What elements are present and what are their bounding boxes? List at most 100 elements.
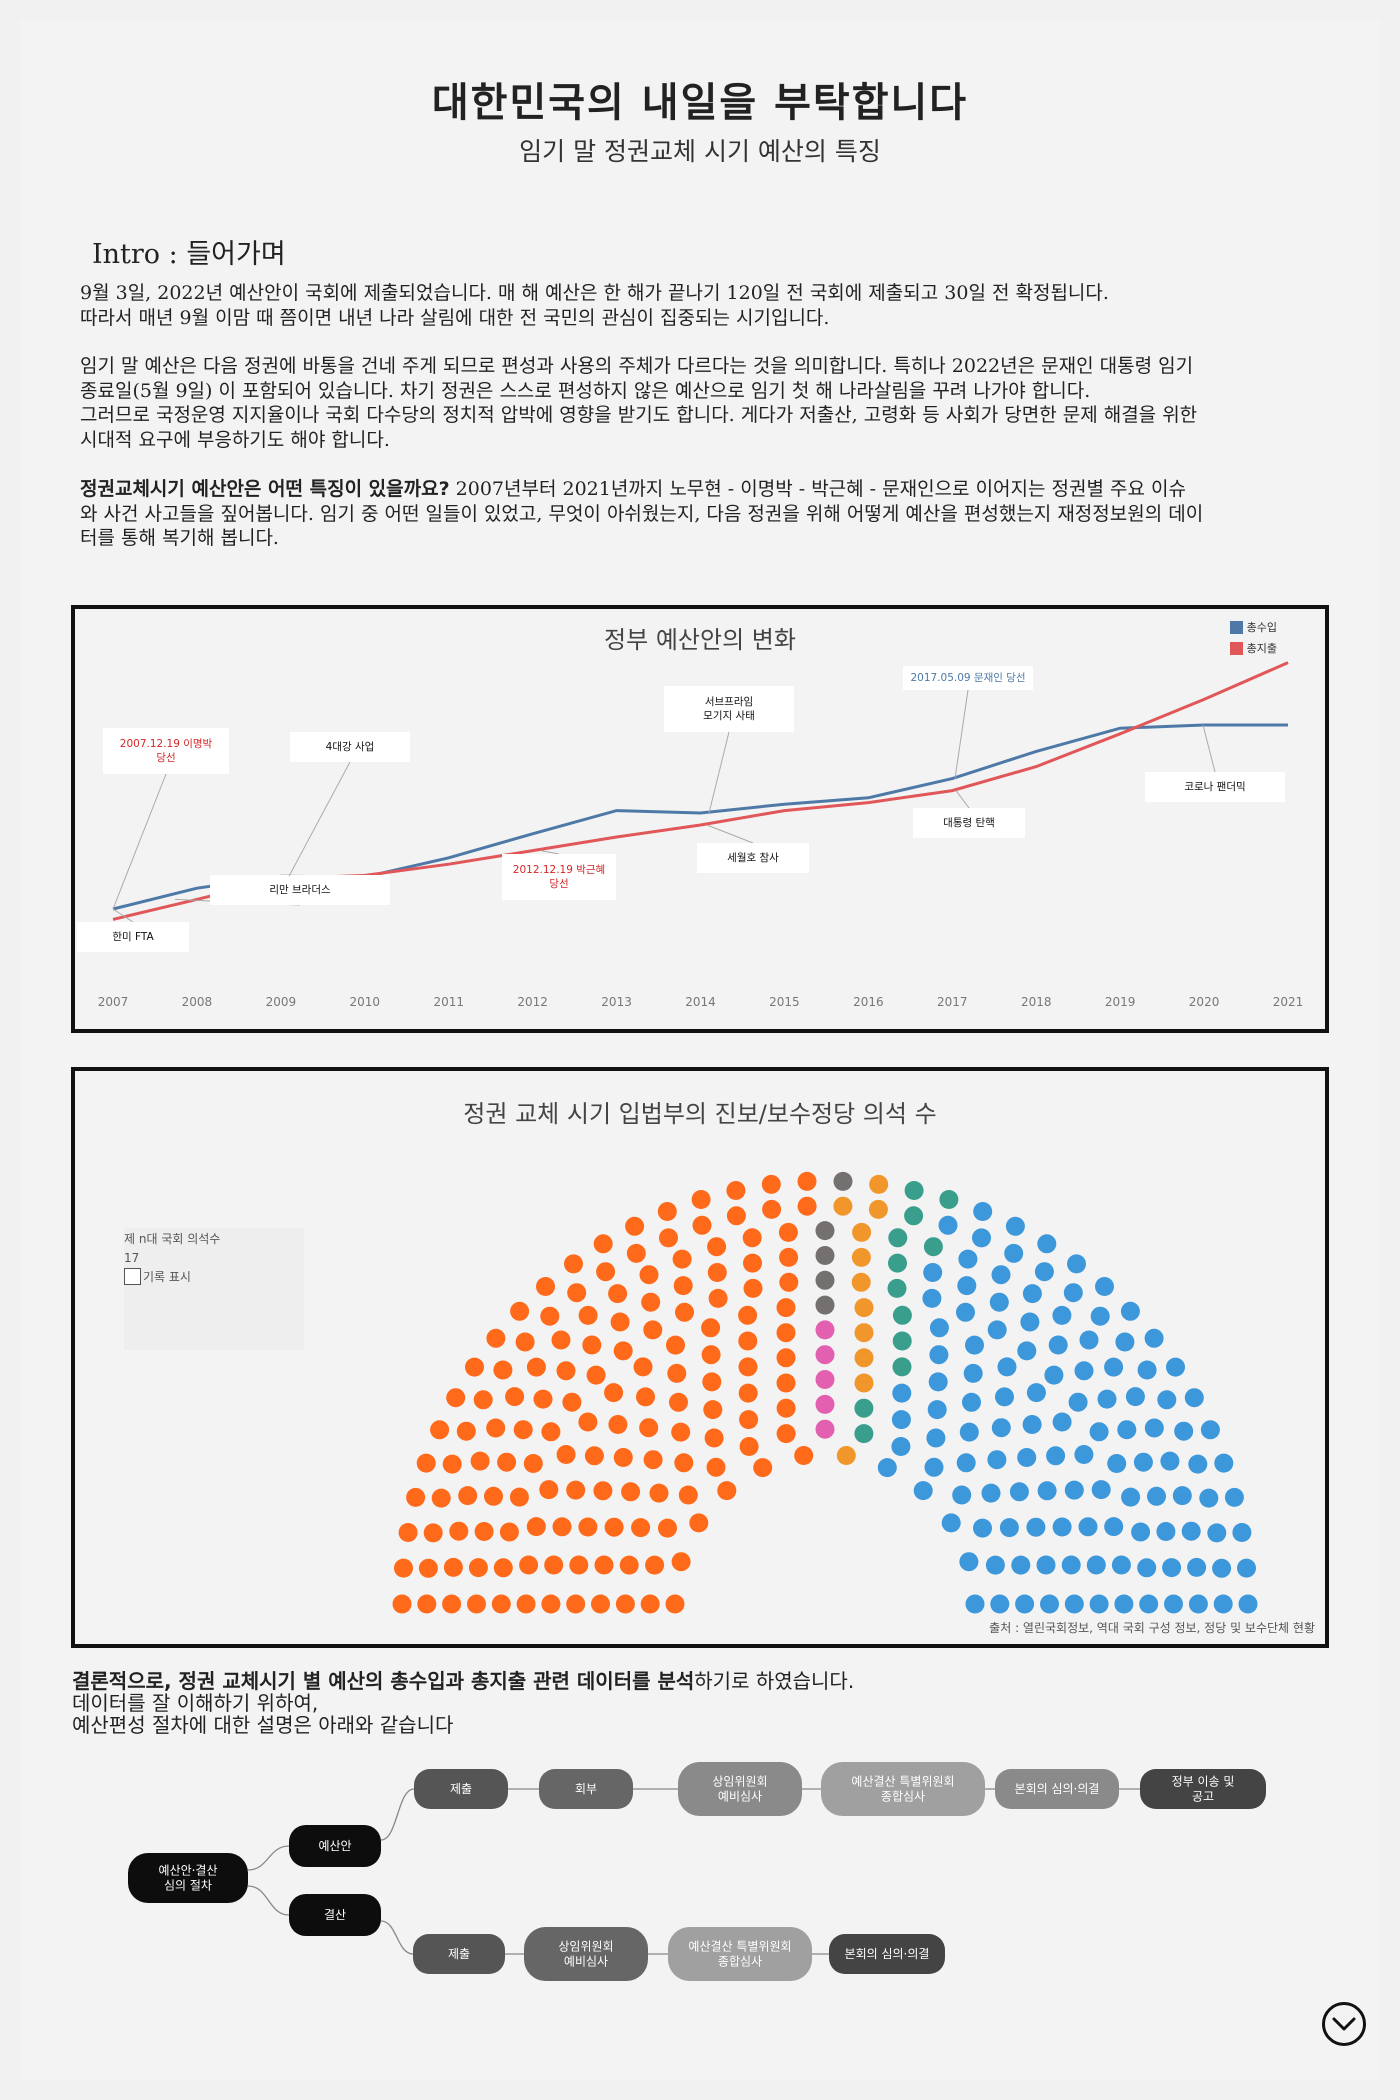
flow-budget-step-shape: [821, 1762, 985, 1816]
scroll-down-button[interactable]: [1322, 2002, 1366, 2046]
seat-dot: [625, 1216, 645, 1236]
seat-dot: [997, 1357, 1017, 1377]
seat-dot: [815, 1320, 835, 1340]
seat-dot: [465, 1357, 484, 1377]
annotation-label: 코로나 팬더믹: [1184, 781, 1245, 793]
flow-budget-step-shape: [995, 1769, 1119, 1809]
seat-dot: [567, 1283, 587, 1303]
connector-settlement: [247, 1885, 290, 1916]
seat-dot: [926, 1428, 946, 1448]
seat-dot: [1104, 1357, 1124, 1377]
annotation-leader: [112, 908, 134, 923]
flow-budget-node-shape: [289, 1825, 381, 1867]
seat-dot: [1086, 1555, 1106, 1575]
seat-dot: [578, 1305, 598, 1325]
seat-dot: [515, 1332, 535, 1352]
budget-legend: 총수입 총지출: [1229, 619, 1277, 656]
seat-dot: [1011, 1555, 1031, 1575]
seat-dot: [591, 1594, 610, 1614]
flow-budget-step-shape: [539, 1769, 633, 1809]
seat-dot: [645, 1555, 665, 1575]
seat-dot: [923, 1263, 943, 1282]
seat-dot: [423, 1523, 443, 1543]
seat-dot: [658, 1518, 677, 1538]
seat-dot: [493, 1360, 513, 1380]
seat-dot: [1020, 1312, 1040, 1332]
seat-dot: [888, 1228, 908, 1248]
seat-dot: [1174, 1421, 1194, 1441]
assembly-filter-value[interactable]: 17: [124, 1251, 140, 1265]
seat-dot: [1063, 1283, 1083, 1303]
seat-dot: [869, 1174, 889, 1194]
seat-dot: [851, 1247, 871, 1267]
seat-dot: [526, 1517, 546, 1537]
seat-dot: [1188, 1454, 1208, 1474]
seat-dot: [1097, 1389, 1117, 1409]
history-checkbox-label: 기록 표시: [143, 1270, 191, 1284]
seat-dot: [1115, 1332, 1135, 1352]
parliament-source: 출처 : 열린국회정보, 역대 국회 구성 정보, 정당 및 보수단체 현황: [989, 1621, 1315, 1635]
seat-dot: [797, 1171, 817, 1191]
seat-dot: [442, 1594, 462, 1614]
seat-dot: [987, 1450, 1007, 1470]
connector-settle-submit: [380, 1920, 414, 1955]
seat-dot: [1022, 1284, 1042, 1304]
flow-budget-node-label: 예산안: [318, 1839, 351, 1853]
seat-dot: [742, 1228, 762, 1248]
seat-dot: [1156, 1522, 1176, 1541]
seat-dot: [398, 1523, 418, 1542]
conclusion-text: 결론적으로, 정권 교체시기 별 예산의 총수입과 총지출 관련 데이터를 분석…: [72, 1670, 854, 1736]
seat-dot: [1044, 1365, 1064, 1385]
seat-dot: [615, 1594, 635, 1614]
seat-dot: [631, 1518, 651, 1538]
seat-dot: [985, 1555, 1005, 1575]
seat-dot: [738, 1357, 758, 1377]
legend-item-expense: 총지출: [1229, 640, 1277, 656]
seat-dot: [892, 1357, 912, 1377]
annotation-label: 서브프라임 모기지 사태: [703, 695, 755, 722]
history-checkbox[interactable]: [124, 1268, 141, 1285]
x-tick-label: 2018: [1021, 995, 1052, 1009]
seat-dot: [904, 1206, 924, 1226]
seat-dot: [470, 1451, 490, 1471]
flow-root-node-shape: [128, 1853, 248, 1903]
seat-dot: [540, 1306, 560, 1326]
seat-dot: [458, 1486, 478, 1506]
annotation-box: [103, 728, 229, 774]
x-tick-label: 2019: [1105, 995, 1136, 1009]
seat-dot: [1107, 1454, 1127, 1473]
seat-dot: [1117, 1420, 1137, 1440]
annotation-box: [664, 686, 794, 732]
history-toggle[interactable]: 기록 표시: [124, 1268, 304, 1285]
seat-dot: [892, 1383, 912, 1403]
x-tick-label: 2008: [182, 995, 213, 1009]
seat-dot: [1061, 1555, 1081, 1575]
seat-dot: [888, 1253, 907, 1273]
legend-item-income: 총수입: [1229, 619, 1277, 635]
annotation-leader: [706, 824, 754, 844]
seat-dot: [1224, 1487, 1244, 1507]
seat-dot: [593, 1481, 613, 1501]
seat-dot: [669, 1392, 688, 1412]
seat-dot: [923, 1237, 943, 1257]
seat-dot: [738, 1305, 758, 1325]
seat-dot: [671, 1552, 691, 1572]
intro-text-line: 종료일(5월 9일) 이 포함되어 있습니다. 차기 정권은 스스로 편성하지 …: [80, 379, 1091, 402]
seat-dot: [1137, 1558, 1157, 1578]
annotation-box: [913, 808, 1025, 838]
flow-budget-step-label: 회부: [575, 1782, 597, 1796]
seat-dot: [1074, 1445, 1094, 1464]
seat-dot: [743, 1278, 763, 1298]
seat-dot: [706, 1457, 726, 1477]
seat-dot: [626, 1243, 646, 1263]
seat-dot: [1026, 1383, 1046, 1403]
x-tick-label: 2015: [769, 995, 800, 1009]
seat-dot: [904, 1181, 924, 1200]
flow-settle-step-shape: [668, 1927, 812, 1981]
assembly-filter-label: 제 n대 국회 의석수: [124, 1232, 221, 1246]
seat-dot: [956, 1302, 975, 1322]
seat-dot: [965, 1594, 985, 1614]
seat-dot: [536, 1277, 555, 1296]
seat-dot: [1104, 1517, 1124, 1537]
